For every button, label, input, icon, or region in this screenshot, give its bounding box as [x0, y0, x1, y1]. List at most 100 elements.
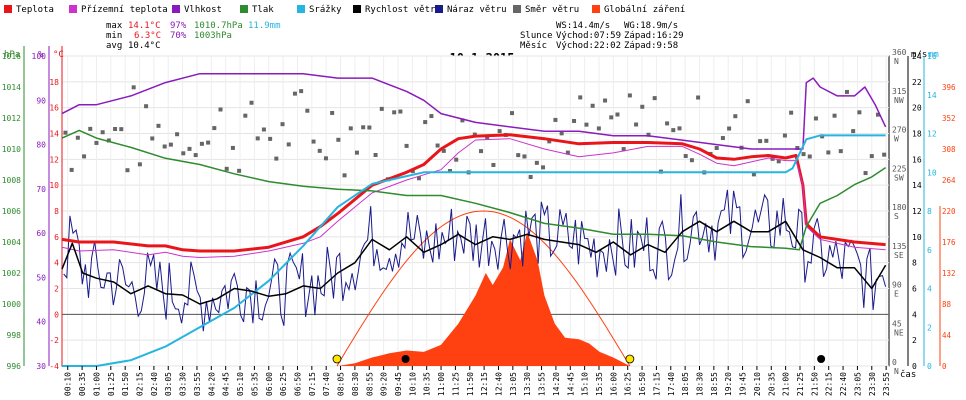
radiation-area	[337, 232, 630, 366]
rain-tick-label: 10	[927, 168, 937, 177]
wind-direction-point	[144, 104, 149, 109]
time-tick-label: 18:55	[710, 372, 719, 396]
dir-compass-label: S	[894, 212, 899, 221]
press-axis-unit: hPa	[4, 50, 20, 60]
time-tick-label: 03:30	[179, 372, 188, 396]
hum-tick-label: 60	[36, 229, 46, 238]
time-tick-label: 09:45	[394, 372, 403, 396]
press-tick-label: 1010	[2, 145, 21, 154]
time-tick-label: 13:55	[538, 372, 547, 396]
temp-tick-label: 4	[54, 259, 59, 268]
wind-direction-point	[162, 144, 167, 149]
wind-direction-point	[168, 142, 173, 147]
radiation-tick-label: 308	[942, 145, 956, 154]
press-tick-label: 1014	[2, 83, 21, 92]
wind-direction-point	[286, 142, 291, 147]
wind-direction-point	[367, 125, 372, 130]
time-tick-label: 18:05	[681, 372, 690, 396]
wind-tick-label: 12	[912, 207, 922, 216]
wind-tick-label: 16	[912, 155, 922, 164]
dir-compass-label: N	[894, 57, 899, 66]
wind-direction-point	[448, 169, 453, 174]
moonset-time: Západ:9:58	[624, 41, 678, 51]
wind-direction-point	[268, 136, 273, 141]
wind-direction-point	[510, 111, 515, 116]
time-tick-label: 08:55	[365, 372, 374, 396]
hum-tick-label: 80	[36, 141, 46, 150]
temp-tick-label: 16	[49, 104, 59, 113]
radiation-tick-label: 352	[942, 114, 956, 123]
time-tick-label: 23:30	[868, 372, 877, 396]
time-tick-label: 21:50	[810, 372, 819, 396]
time-tick-label: 18:30	[695, 372, 704, 396]
wind-direction-point	[795, 146, 800, 151]
wind-direction-point	[249, 100, 254, 105]
wind-direction-point	[615, 112, 620, 117]
wind-direction-point	[857, 110, 862, 115]
wind-direction-point	[137, 162, 142, 167]
wind-direction-point	[342, 173, 347, 178]
hum-line	[61, 72, 887, 150]
legend-swatch	[435, 5, 443, 13]
wind-direction-point	[441, 148, 446, 153]
legend-swatch	[353, 5, 361, 13]
dir-compass-label: N	[894, 367, 899, 376]
time-tick-label: 14:20	[552, 372, 561, 396]
time-tick-label: 15:35	[595, 372, 604, 396]
wind-tick-label: 24	[912, 52, 922, 61]
time-tick-label: 16:00	[609, 372, 618, 396]
wind-direction-point	[224, 166, 229, 171]
wind-direction-point	[398, 109, 403, 114]
dir-compass-label: SE	[894, 251, 904, 260]
time-tick-label: 06:25	[279, 372, 288, 396]
ptemp-line	[61, 138, 886, 258]
time-tick-label: 03:05	[164, 372, 173, 396]
wind-direction-point	[683, 154, 688, 159]
temp-tick-label: 14	[49, 130, 59, 139]
time-tick-label: 01:00	[92, 372, 101, 396]
wind-direction-point	[82, 154, 87, 159]
sunrise-marker	[332, 354, 342, 364]
wind-direction-point	[640, 104, 645, 109]
rain-tick-label: 16	[927, 52, 937, 61]
wind-direction-point	[479, 149, 484, 154]
dir-tick-label: 225	[892, 164, 907, 173]
time-tick-label: 07:40	[322, 372, 331, 396]
stats-min-label: min	[106, 31, 122, 41]
wind-direction-point	[404, 143, 409, 148]
sun-label: Slunce	[520, 31, 553, 41]
temp-tick-label: -4	[49, 362, 59, 371]
wind-direction-point	[379, 106, 384, 111]
wind-direction-point	[572, 118, 577, 123]
rain-line	[62, 134, 886, 367]
radiation-tick-label: 132	[942, 269, 956, 278]
wind-direction-point	[323, 156, 328, 161]
wind-tick-label: 14	[912, 181, 922, 190]
time-tick-label: 23:05	[853, 372, 862, 396]
wind-direction-point	[609, 115, 614, 120]
stats-box: max 14.1°C 97% 1010.7hPa 11.9mm min 6.3°…	[106, 21, 281, 51]
wind-direction-point	[745, 99, 750, 104]
legend-label: Rychlost větru	[365, 5, 441, 15]
radiation-tick-label: 396	[942, 83, 956, 92]
time-tick-label: 11:25	[451, 372, 460, 396]
wind-direction-point	[460, 118, 465, 123]
dir-tick-label: 45	[892, 319, 902, 328]
time-tick-label: 22:40	[839, 372, 848, 396]
temp-tick-label: 18	[49, 78, 59, 87]
time-tick-label: 05:35	[250, 372, 259, 396]
stats-max-press: 1010.7hPa	[194, 21, 243, 31]
wind-direction-point	[280, 122, 285, 127]
press-tick-label: 1016	[2, 52, 21, 61]
time-tick-label: 05:10	[236, 372, 245, 396]
legend-swatch	[4, 5, 12, 13]
wind-direction-point	[218, 107, 223, 112]
time-tick-label: 16:50	[638, 372, 647, 396]
time-tick-label: 09:20	[380, 372, 389, 396]
wind-direction-point	[596, 126, 601, 131]
wind-direction-point	[311, 139, 316, 144]
radiation-tick-label: 264	[942, 176, 956, 185]
moonset-marker	[401, 355, 410, 363]
time-tick-label: 04:45	[222, 372, 231, 396]
